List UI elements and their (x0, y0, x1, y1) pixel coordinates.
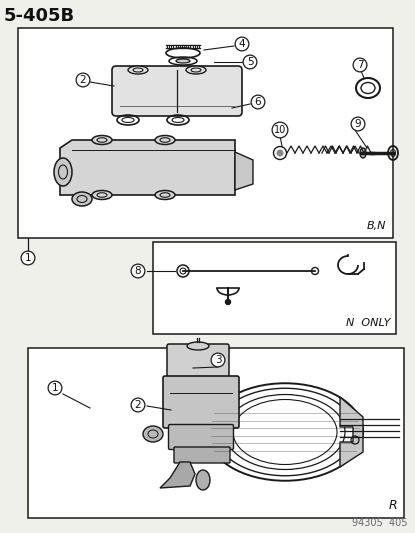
Polygon shape (235, 152, 253, 190)
Ellipse shape (92, 135, 112, 144)
Text: R: R (388, 499, 397, 512)
Text: 10: 10 (274, 125, 286, 135)
Polygon shape (60, 140, 235, 195)
Ellipse shape (176, 59, 190, 63)
Bar (28, 348, 404, 518)
Text: 2: 2 (135, 400, 142, 410)
Ellipse shape (128, 66, 148, 74)
Ellipse shape (92, 190, 112, 199)
Text: 5-405B: 5-405B (4, 7, 75, 25)
FancyBboxPatch shape (174, 447, 230, 463)
Text: 9: 9 (355, 119, 361, 129)
Text: N  ONLY: N ONLY (346, 318, 390, 328)
Polygon shape (160, 462, 195, 488)
Text: 1: 1 (24, 253, 31, 263)
Circle shape (312, 268, 318, 274)
Ellipse shape (72, 192, 92, 206)
FancyBboxPatch shape (167, 344, 229, 382)
FancyBboxPatch shape (168, 424, 234, 449)
Text: 7: 7 (356, 60, 363, 70)
Bar (18, 28, 393, 238)
Ellipse shape (143, 426, 163, 442)
Bar (153, 242, 396, 334)
Text: 2: 2 (80, 75, 86, 85)
Ellipse shape (187, 342, 209, 350)
Text: 4: 4 (239, 39, 245, 49)
Text: 5: 5 (247, 57, 253, 67)
Text: B,N: B,N (366, 221, 386, 231)
Text: 3: 3 (215, 355, 221, 365)
Text: 1: 1 (52, 383, 59, 393)
Ellipse shape (54, 158, 72, 186)
Ellipse shape (155, 135, 175, 144)
Polygon shape (340, 397, 363, 467)
Text: 6: 6 (255, 97, 261, 107)
Ellipse shape (155, 190, 175, 199)
Text: 94305  405: 94305 405 (352, 518, 407, 528)
Ellipse shape (186, 66, 206, 74)
Circle shape (225, 300, 230, 304)
Ellipse shape (360, 148, 366, 158)
Circle shape (177, 265, 189, 277)
FancyBboxPatch shape (163, 376, 239, 428)
FancyBboxPatch shape (112, 66, 242, 116)
Text: 8: 8 (135, 266, 142, 276)
Ellipse shape (276, 149, 283, 157)
Ellipse shape (196, 470, 210, 490)
